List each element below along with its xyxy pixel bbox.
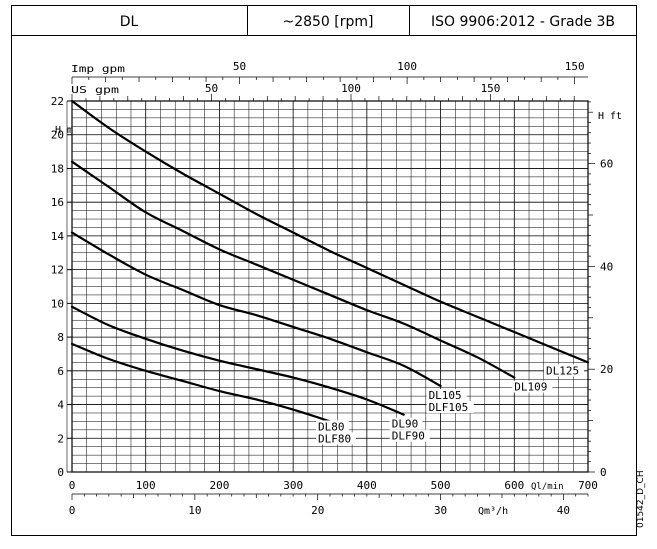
x-primary-tick-label: 600 [504,479,524,492]
y-right-tick-label: 20 [600,363,613,376]
curve-label-bg [389,429,430,442]
y-left-tick-label: 4 [57,399,64,412]
curve-label-bg [426,388,467,401]
y-left-tick-label: 2 [57,432,64,445]
plot-border [71,100,589,473]
curves [70,99,590,423]
curve-dl109 [70,160,516,379]
top-imp-axis-title: Imp gpm [71,64,125,75]
curve-label-dl90: DL90 [392,418,419,431]
curve-label-bg [544,364,584,377]
x-secondary-tick-label: 40 [557,504,570,517]
right-axis-title: H ft [598,111,622,122]
y-left-tick-label: 22 [51,95,64,108]
x-secondary-tick-label: 0 [69,504,76,517]
curve-label-dlf80: DLF80 [318,432,351,445]
grid [71,100,589,473]
curve-label-bg [316,432,356,445]
y-right-tick-label: 40 [600,260,613,273]
x-secondary-tick-label: 30 [434,504,447,517]
curve-label-bg [389,417,423,430]
curve-label-dlf90: DLF90 [392,430,425,443]
document-code: 01542_D_CH [636,470,646,528]
axes [66,76,595,500]
curve-label-bg [316,420,349,433]
y-left-tick-label: 0 [57,466,64,479]
curve-dl125 [70,99,590,364]
x-primary-tick-label: 200 [209,479,229,492]
x-top-imp-tick-label: 150 [565,60,585,73]
curve-label-dl80: DL80 [318,420,345,433]
y-left-tick-label: 16 [51,196,64,209]
y-left-tick-label: 8 [57,331,64,344]
y-left-tick-label: 18 [51,162,64,175]
x-primary-tick-label: 400 [357,479,377,492]
left-axis-title: H m [55,125,73,136]
bottom-axis-title-primary: Ql/min [531,482,564,492]
y-left-tick-label: 6 [57,365,64,378]
y-left-tick-label: 10 [51,297,64,310]
bottom-axis-title-secondary: Qm³/h [478,506,508,517]
curve-label-bg [426,400,474,413]
header-standard: ISO 9906:2012 - Grade 3B [431,14,615,30]
header-model: DL [120,14,139,30]
curve-dl80 [70,342,332,423]
curve-dl105 [70,231,442,388]
x-primary-tick-label: 700 [578,479,598,492]
y-left-tick-label: 12 [51,264,64,277]
curve-dl90 [70,305,405,416]
curve-label-dl109: DL109 [514,381,547,394]
y-right-tick-label: 60 [600,158,613,171]
top-us-axis-title: US gpm [71,85,119,96]
x-top-us-tick-label: 150 [481,82,501,95]
x-primary-tick-label: 500 [431,479,451,492]
header-speed: ~2850 [rpm] [282,14,373,30]
y-left-tick-label: 20 [51,129,64,142]
header-bar: DL ~2850 [rpm] ISO 9906:2012 - Grade 3B [11,5,637,36]
curve-label-dlf105: DLF105 [429,401,469,414]
x-top-us-tick-label: 100 [341,82,361,95]
x-primary-tick-label: 0 [69,479,76,492]
x-top-imp-tick-label: 100 [397,60,417,73]
x-top-us-tick-label: 50 [205,82,218,95]
y-left-tick-label: 14 [51,230,65,243]
x-primary-tick-label: 100 [136,479,156,492]
grid-horizontal-lines [72,100,588,473]
curve-label-dl105: DL105 [429,389,462,402]
curve-label-bg [512,380,553,393]
y-right-tick-label: 0 [600,466,607,479]
x-secondary-tick-label: 20 [311,504,324,517]
x-secondary-tick-label: 10 [188,504,201,517]
x-top-imp-tick-label: 50 [233,60,246,73]
x-primary-tick-label: 300 [283,479,303,492]
curve-label-dl125: DL125 [546,364,579,377]
